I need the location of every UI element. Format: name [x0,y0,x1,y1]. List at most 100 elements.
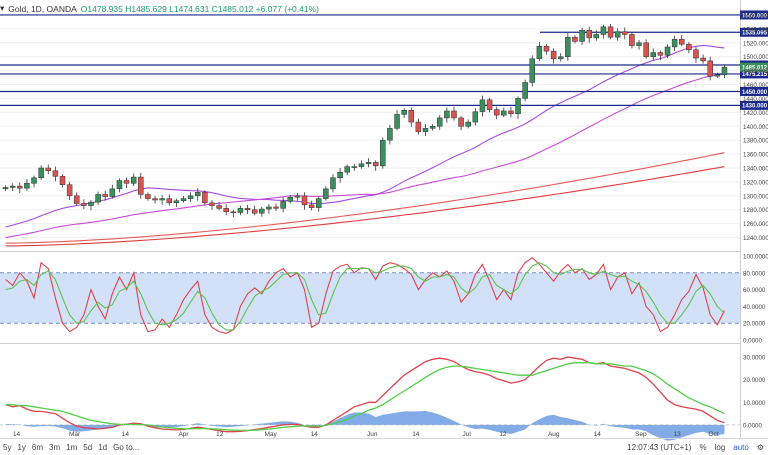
price-tick-label: 1500.000 [743,54,768,61]
range-1d[interactable]: 1d [98,443,107,452]
log-toggle[interactable]: log [715,443,726,452]
goto-button[interactable]: Go to... [113,443,139,452]
chart-header: ▾ Gold, 1D, OANDA O1478.935 H1485.629 L1… [0,0,323,17]
candle-body [651,53,656,57]
candle-body [508,111,513,114]
candle-body [686,44,691,50]
candle-body [117,181,122,189]
candle-body [558,57,563,59]
candle-body [67,185,72,196]
time-tick-label: 14 [594,431,602,438]
candle-body [451,111,456,118]
price-tick-label: 1340.000 [743,166,768,173]
candle-body [387,128,392,140]
price-tick-label: 1380.000 [743,138,768,145]
settings-gear-icon[interactable]: ⚙ [757,443,764,452]
candle-body [209,203,214,206]
clock-readout: 12:07:43 (UTC+1) [627,443,691,452]
candle-body [202,192,207,202]
macd-tick-label: 0.0000 [743,422,762,429]
candle-body [96,194,101,202]
range-1y[interactable]: 1y [17,443,25,452]
candle-body [316,199,321,208]
osc-tick-label: 20.0000 [743,321,766,328]
osc-tick-label: 40.0000 [743,304,766,311]
range-5d[interactable]: 5d [83,443,92,452]
candle-body [53,171,58,177]
price-axis: 1240.0001260.0001280.0001300.0001320.000… [743,12,768,242]
bottom-toolbar: 5y 1y 6m 3m 1m 5d 1d Go to... 12:07:43 (… [0,438,768,455]
macd-tick-label: 10.0000 [743,400,766,407]
range-5y[interactable]: 5y [3,443,11,452]
auto-toggle[interactable]: auto [733,443,749,452]
candle-body [131,177,136,183]
candle-body [466,122,471,126]
candle-body [32,178,37,184]
candle-body [124,181,129,184]
time-tick-label: 14 [122,431,130,438]
candle-body [309,205,314,208]
candle-body [10,186,15,187]
candle-body [153,199,158,200]
candle-body [608,27,613,37]
macd-pane: 0.0000 10.0000 20.0000 30.0000 [0,355,766,441]
candle-body [523,82,528,98]
price-tick-label: 1520.000 [743,40,768,47]
candle-body [580,30,585,41]
price-tick-label: 1560.000 [743,12,768,19]
candle-body [430,126,435,128]
candle-body [644,43,649,57]
time-tick-label: Oct [708,431,718,438]
price-tick-label: 1460.000 [743,82,768,89]
candle-body [359,164,364,167]
candle-body [423,128,428,131]
moving-average-line [6,167,725,246]
oscillator-pane: 0.0000 20.0000 40.0000 60.0000 80.0000 100.00… [0,254,768,345]
candle-body [24,183,29,188]
level-badge-label: 1430.000 [742,104,768,110]
percent-toggle[interactable]: % [699,443,706,452]
candle-body [366,162,371,163]
symbol-title[interactable]: Gold, 1D, OANDA [8,4,77,14]
candle-body [245,208,250,209]
candle-body [103,194,108,196]
osc-tick-label: 0.0000 [743,338,762,345]
candle-body [665,47,670,55]
candle-body [537,46,542,59]
price-tick-label: 1300.000 [743,193,768,200]
candle-body [444,111,449,118]
range-3m[interactable]: 3m [49,443,60,452]
range-6m[interactable]: 6m [32,443,43,452]
osc-tick-label: 60.0000 [743,287,766,294]
time-tick-label: Jun [367,431,378,438]
candle-body [530,59,535,83]
moving-averages [6,45,725,246]
candle-body [494,110,499,116]
macd-tick-label: 20.0000 [743,377,766,384]
time-tick-label: 14 [412,431,420,438]
candle-body [601,27,606,35]
price-tick-label: 1320.000 [743,179,768,186]
candle-body [224,208,229,211]
time-tick-label: Apr [178,431,189,438]
candle-body [373,162,378,165]
candle-body [615,32,620,38]
candle-body [416,122,421,132]
candle-body [217,206,222,209]
candle-body [622,32,627,35]
candle-body [587,30,592,38]
candle-body [160,199,165,200]
range-1m[interactable]: 1m [66,443,77,452]
dropdown-icon[interactable]: ▾ [0,3,4,14]
osc-tick-label: 80.0000 [743,270,766,277]
price-tick-label: 1240.000 [743,235,768,242]
candle-body [679,39,684,44]
candle-body [572,37,577,41]
time-tick-label: Jul [462,431,471,438]
time-tick-label: 14 [311,431,319,438]
price-tick-label: 1480.000 [743,68,768,75]
candle-body [188,196,193,199]
candle-body [565,37,570,56]
osc-tick-label: 100.0000 [743,254,768,261]
